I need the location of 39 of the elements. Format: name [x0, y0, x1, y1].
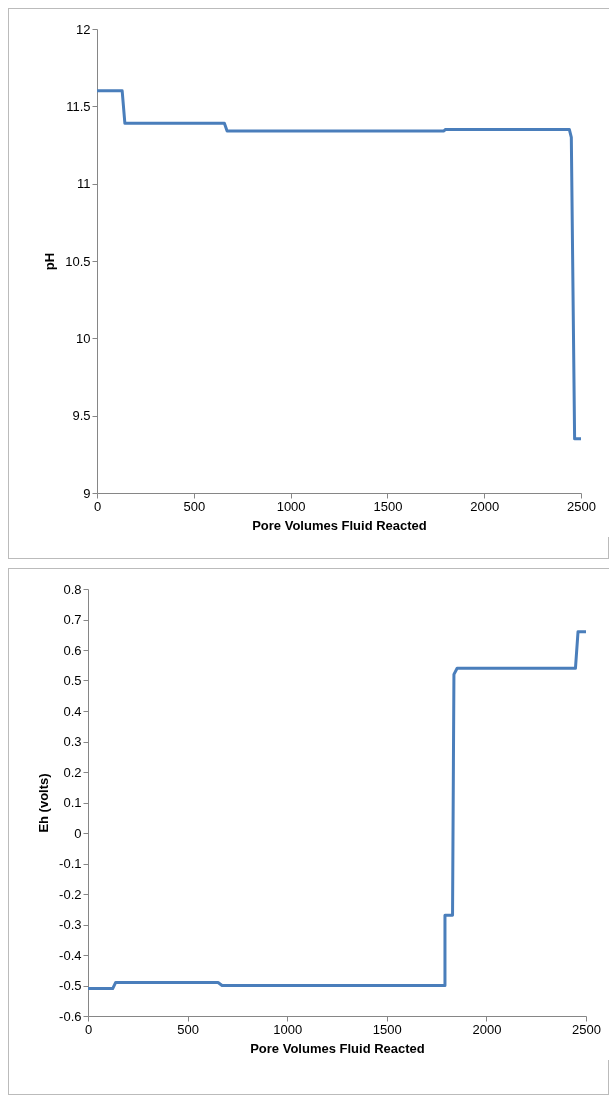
y-tick-label: 10: [76, 330, 91, 346]
y-tick-label: -0.1: [59, 856, 82, 871]
y-tick-label: -0.6: [59, 1008, 82, 1024]
y-tick-label: -0.2: [59, 886, 82, 902]
x-tick-label: 2500: [567, 498, 596, 514]
x-axis-title: Pore Volumes Fluid Reacted: [250, 1040, 425, 1056]
x-tick-label: 2500: [572, 1021, 601, 1037]
x-tick-label: 2000: [470, 498, 500, 514]
y-tick-label: 11: [77, 176, 91, 192]
x-tick-label: 1500: [372, 1021, 402, 1037]
line-series: [86, 630, 588, 991]
x-tick-label: 1000: [276, 498, 306, 514]
y-tick-label: 0.1: [63, 795, 82, 810]
x-tick-label: 1500: [373, 498, 403, 514]
x-tick-label: 0: [93, 498, 102, 514]
y-tick-label: 0.4: [63, 703, 82, 719]
y-tick-label: 0.2: [63, 764, 82, 780]
y-tick-label: -0.5: [59, 978, 82, 993]
y-tick-label: -0.4: [59, 947, 82, 963]
y-tick-label: -0.3: [59, 917, 82, 932]
y-tick-label: 0.7: [63, 612, 82, 627]
y-tick-label: 0.6: [63, 642, 82, 658]
x-tick-label: 500: [177, 1021, 199, 1037]
y-tick-label: 0.8: [63, 581, 82, 597]
x-tick-label: 1000: [273, 1021, 303, 1037]
y-axis-title: Eh (volts): [36, 773, 52, 833]
y-tick-label: 9: [83, 485, 91, 501]
x-axis-title: Pore Volumes Fluid Reacted: [252, 517, 427, 533]
y-tick-label: 9.5: [72, 408, 91, 424]
y-tick-label: 0.5: [63, 673, 82, 688]
y-tick-label: 12: [76, 21, 91, 37]
y-axis-title: pH: [42, 252, 58, 271]
x-tick-label: 2000: [472, 1021, 502, 1037]
y-tick-label: 0.3: [63, 734, 82, 749]
x-tick-label: 500: [183, 498, 206, 514]
line-series: [95, 89, 583, 441]
y-tick-label: 11.5: [66, 98, 91, 114]
y-tick-label: 0: [74, 825, 82, 841]
y-tick-label: 10.5: [65, 253, 91, 269]
